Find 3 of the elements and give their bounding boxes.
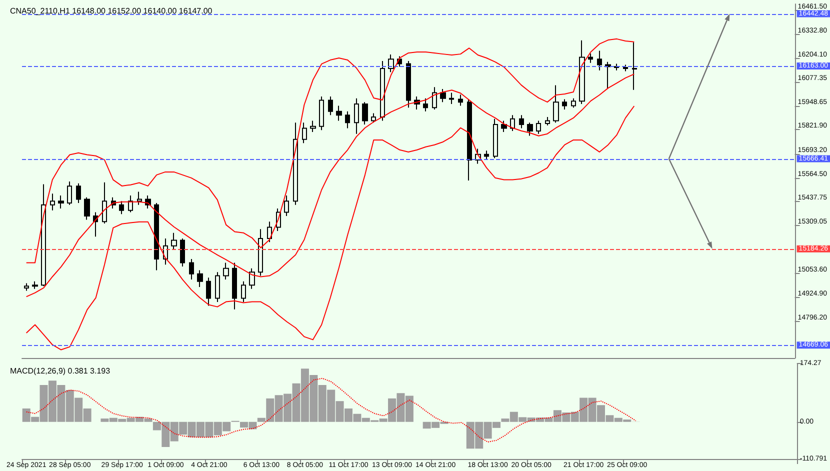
- chart-title: CNA50_2110,H1 16148.00 16152.00 16140.00 16147.00: [10, 6, 213, 16]
- line-series: [26, 378, 636, 442]
- chart-title: MACD(12,26,9) 0.381 3.193: [10, 366, 111, 376]
